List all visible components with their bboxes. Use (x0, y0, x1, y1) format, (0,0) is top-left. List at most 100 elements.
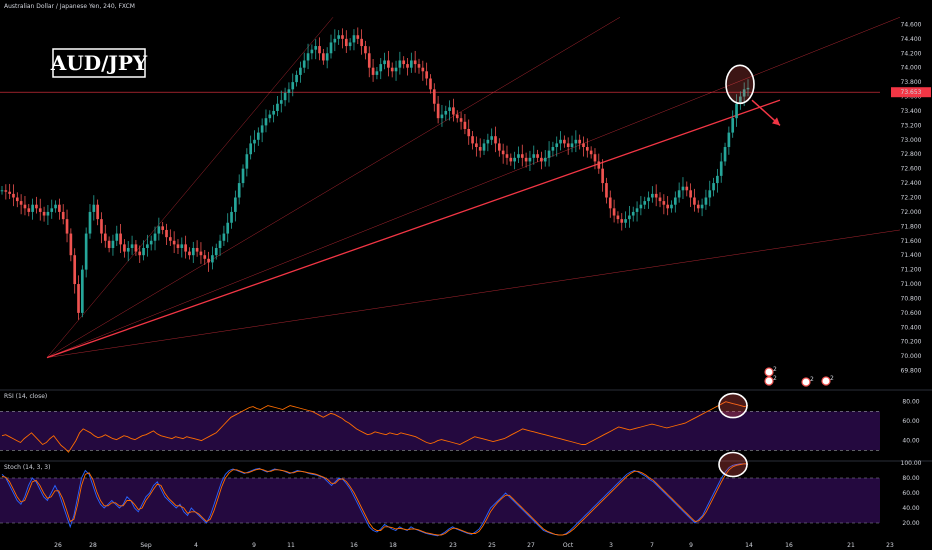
candle[interactable] (15, 192, 19, 208)
candle[interactable] (486, 133, 490, 152)
candle[interactable] (387, 50, 390, 77)
candle[interactable] (654, 184, 658, 207)
candle[interactable] (341, 28, 344, 49)
candle[interactable] (318, 37, 321, 61)
candle[interactable] (176, 239, 180, 255)
candle[interactable] (478, 138, 482, 158)
candle[interactable] (643, 196, 647, 210)
price-pane[interactable] (0, 16, 901, 359)
candle[interactable] (379, 58, 383, 80)
candle[interactable] (513, 151, 516, 170)
candle[interactable] (471, 131, 474, 150)
candle[interactable] (448, 100, 451, 121)
candle[interactable] (383, 52, 386, 70)
candle[interactable] (256, 127, 260, 146)
candle[interactable] (459, 112, 463, 130)
economic-event-marker[interactable]: 2 (801, 376, 814, 387)
candle[interactable] (746, 79, 750, 97)
candle[interactable] (115, 225, 119, 246)
candle[interactable] (276, 95, 279, 117)
candle[interactable] (241, 164, 245, 188)
candle[interactable] (92, 195, 96, 221)
candle[interactable] (234, 190, 237, 222)
candle[interactable] (727, 126, 731, 155)
candle[interactable] (77, 275, 80, 320)
candle[interactable] (172, 231, 176, 254)
candle[interactable] (61, 204, 65, 225)
candle[interactable] (119, 224, 122, 254)
candle[interactable] (490, 128, 494, 145)
economic-event-marker[interactable]: 2 (764, 375, 777, 386)
candle[interactable] (712, 177, 715, 197)
candle[interactable] (475, 136, 478, 157)
candle[interactable] (230, 206, 233, 229)
candle[interactable] (253, 130, 256, 153)
candle[interactable] (4, 184, 8, 200)
candle[interactable] (180, 237, 184, 258)
candle[interactable] (50, 199, 54, 219)
candle[interactable] (103, 224, 107, 248)
candle[interactable] (65, 209, 69, 243)
candle[interactable] (425, 62, 428, 86)
fan-trendline[interactable] (46, 16, 901, 358)
candle[interactable] (582, 136, 585, 157)
candle[interactable] (647, 191, 650, 209)
candle[interactable] (398, 51, 402, 75)
fan-trendline[interactable] (46, 99, 781, 359)
candle[interactable] (287, 82, 291, 103)
candle[interactable] (35, 196, 38, 214)
fan-trendline[interactable] (46, 16, 621, 358)
candle[interactable] (126, 241, 130, 262)
candle[interactable] (226, 213, 230, 243)
candle[interactable] (716, 168, 719, 193)
candle[interactable] (84, 227, 88, 278)
candle[interactable] (708, 180, 712, 207)
candle[interactable] (639, 196, 643, 216)
candle[interactable] (566, 137, 570, 155)
economic-event-marker[interactable]: 2 (821, 375, 834, 386)
candle[interactable] (375, 66, 379, 80)
candle[interactable] (360, 29, 363, 55)
candle[interactable] (651, 186, 654, 203)
candle[interactable] (658, 192, 662, 208)
candle[interactable] (440, 105, 444, 127)
candle[interactable] (23, 196, 27, 216)
candle[interactable] (605, 177, 608, 204)
candle[interactable] (81, 265, 84, 318)
candle[interactable] (555, 136, 559, 157)
candle[interactable] (367, 46, 371, 78)
candle[interactable] (333, 29, 337, 52)
candle[interactable] (69, 228, 73, 262)
candle[interactable] (371, 59, 375, 82)
candle[interactable] (608, 190, 612, 218)
candle[interactable] (597, 153, 601, 174)
candle[interactable] (696, 200, 700, 213)
candle[interactable] (693, 188, 696, 212)
candle[interactable] (394, 60, 398, 81)
economic-event-marker[interactable]: 2 (764, 366, 777, 377)
candle[interactable] (432, 83, 436, 112)
candle[interactable] (73, 248, 77, 294)
candle[interactable] (153, 226, 157, 251)
candle[interactable] (306, 43, 310, 70)
candle[interactable] (27, 203, 31, 217)
candle[interactable] (329, 34, 333, 59)
candle[interactable] (268, 110, 272, 123)
candle[interactable] (337, 30, 340, 45)
candle[interactable] (612, 199, 616, 223)
candle[interactable] (410, 52, 413, 73)
candle[interactable] (421, 60, 425, 81)
candle[interactable] (559, 131, 562, 151)
candle[interactable] (498, 138, 501, 157)
candle[interactable] (429, 74, 432, 94)
candle[interactable] (149, 235, 153, 251)
candle[interactable] (348, 38, 352, 51)
candle[interactable] (142, 240, 145, 261)
candle[interactable] (524, 152, 528, 168)
candle[interactable] (482, 139, 486, 155)
candle[interactable] (237, 174, 241, 205)
candle[interactable] (666, 196, 669, 216)
candle[interactable] (528, 150, 532, 171)
candle[interactable] (123, 239, 126, 258)
candle[interactable] (616, 211, 620, 224)
